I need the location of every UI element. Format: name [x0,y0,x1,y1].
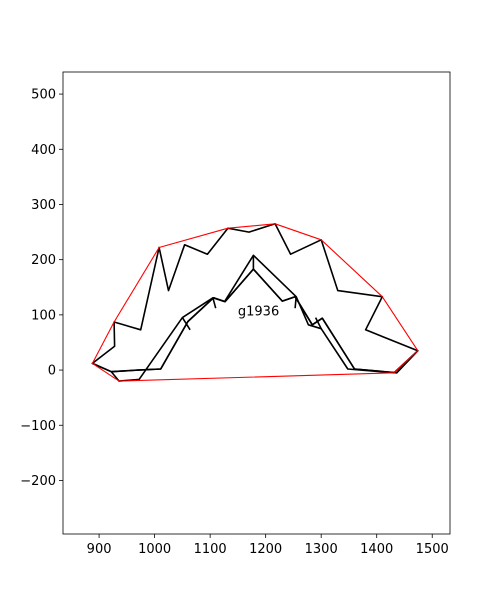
y-tick-label: 0 [48,364,56,379]
x-tick-label: 1100 [194,542,227,557]
plot-lines [91,223,419,382]
plot-frame [62,71,451,535]
y-tick-label: −200 [20,474,56,489]
series-line-4 [181,317,191,331]
x-tick-label: 1000 [138,542,171,557]
y-tick-label: 400 [31,143,56,158]
y-tick-label: 100 [31,308,56,323]
axes: 900 1000 1100 1200 1300 1400 1500 −200 −100 0 100 2… [20,71,451,557]
series-line-3 [212,297,217,309]
y-tick-label: 300 [31,198,56,213]
x-tick-label: 900 [87,542,112,557]
series-line-5 [294,296,297,309]
y-tick-label: 200 [31,253,56,268]
y-tick-label: −100 [20,419,56,434]
x-tick-label: 1200 [249,542,282,557]
series-line-6 [314,317,322,330]
series-line-0 [91,223,419,374]
series-line-1 [91,254,419,382]
x-tick-label: 1400 [360,542,393,557]
annotations: g1936 [238,304,279,319]
annotation-label: g1936 [238,304,279,319]
x-tick-label: 1300 [305,542,338,557]
x-tick-label: 1500 [416,542,449,557]
y-tick-label: 500 [31,88,56,103]
series-line-7 [91,223,419,382]
